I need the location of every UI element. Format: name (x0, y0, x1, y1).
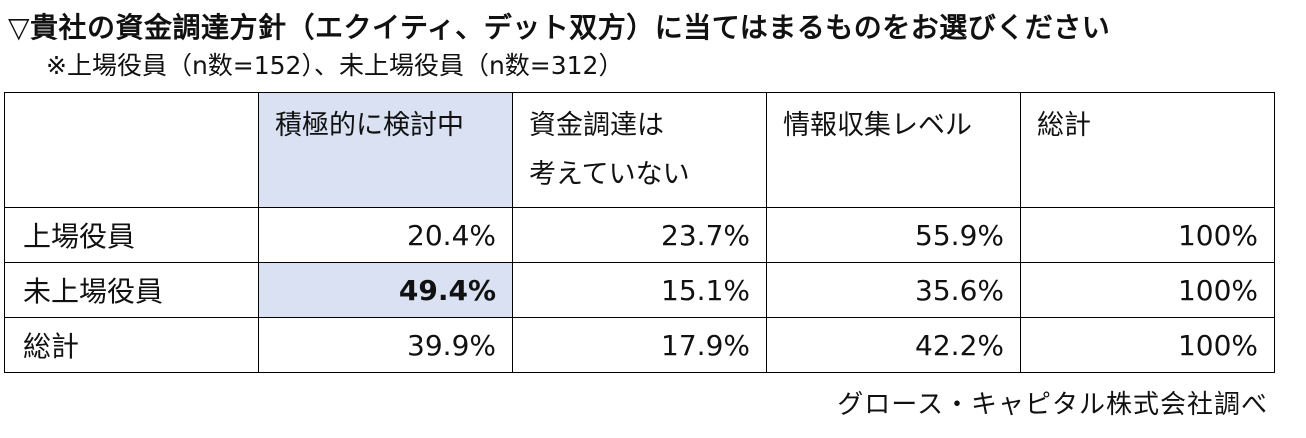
table-row: 総計 39.9% 17.9% 42.2% 100% (4, 317, 1275, 373)
header-not-considering: 資金調達は 考えていない (512, 92, 767, 208)
cell-value: 15.1% (512, 262, 767, 318)
table-row: 未上場役員 49.4% 15.1% 35.6% 100% (4, 262, 1275, 318)
cell-value: 55.9% (766, 207, 1021, 263)
survey-sample-note: ※上場役員（n数=152）、未上場役員（n数=312） (46, 51, 624, 80)
table-row: 上場役員 20.4% 23.7% 55.9% 100% (4, 207, 1275, 263)
header-label: 積極的に検討中 (275, 110, 464, 141)
cell-value: 35.6% (766, 262, 1021, 318)
header-label-line1: 資金調達は (529, 110, 664, 141)
source-credit: グロース・キャピタル株式会社調べ (837, 390, 1268, 420)
cell-value: 17.9% (512, 317, 767, 373)
cell-value-highlighted: 49.4% (258, 262, 513, 318)
row-label-unlisted-executives: 未上場役員 (4, 262, 259, 318)
row-label-listed-executives: 上場役員 (4, 207, 259, 263)
header-label: 総計 (1037, 110, 1091, 141)
header-label: 情報収集レベル (783, 110, 972, 141)
header-corner-cell (4, 92, 259, 208)
header-info-gathering: 情報収集レベル (766, 92, 1021, 208)
survey-table: 積極的に検討中 資金調達は 考えていない 情報収集レベル 総計 上場役員 20.… (4, 92, 1275, 373)
cell-value: 42.2% (766, 317, 1021, 373)
header-actively-considering: 積極的に検討中 (258, 92, 513, 208)
cell-value: 100% (1020, 207, 1275, 263)
table-header-row: 積極的に検討中 資金調達は 考えていない 情報収集レベル 総計 (4, 92, 1275, 208)
cell-value: 23.7% (512, 207, 767, 263)
header-total: 総計 (1020, 92, 1275, 208)
cell-value: 39.9% (258, 317, 513, 373)
row-label-total: 総計 (4, 317, 259, 373)
header-label-line2: 考えていない (529, 159, 690, 190)
cell-value: 100% (1020, 262, 1275, 318)
cell-value: 100% (1020, 317, 1275, 373)
page-title: ▽貴社の資金調達方針（エクイティ、デット双方）に当てはまるものをお選びください (8, 11, 1111, 44)
cell-value: 20.4% (258, 207, 513, 263)
